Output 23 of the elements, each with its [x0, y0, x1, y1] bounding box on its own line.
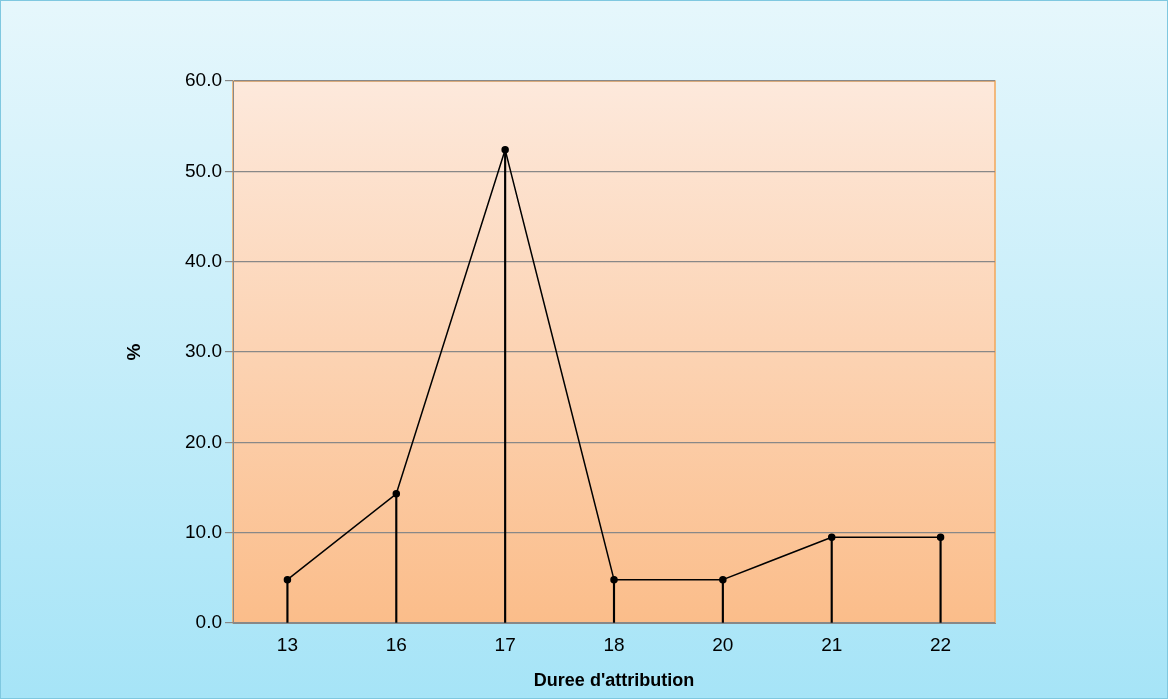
x-tick-label: 17: [494, 633, 516, 655]
x-tick-label: 18: [603, 633, 625, 655]
point: [283, 575, 292, 584]
x-tick-label: 21: [821, 633, 843, 655]
point: [501, 145, 509, 154]
y-axis-title: %: [122, 343, 144, 361]
x-tick-label: 13: [276, 633, 298, 655]
point: [827, 533, 836, 541]
point: [610, 575, 618, 584]
x-tick-label: 20: [712, 633, 734, 655]
y-tick-label: 50.0: [185, 159, 222, 181]
y-tick-label: 30.0: [185, 340, 222, 362]
y-tick-label: 20.0: [185, 430, 222, 452]
y-tick-label: 60.0: [185, 69, 222, 91]
x-tick-label: 16: [385, 633, 407, 655]
point: [936, 533, 945, 541]
y-tick-label: 10.0: [185, 520, 222, 542]
x-tick-label: 22: [930, 633, 952, 655]
point: [392, 490, 401, 498]
y-tick-label: 40.0: [185, 249, 222, 271]
y-tick-label: 0.0: [195, 611, 222, 633]
point: [719, 575, 727, 584]
x-axis-title: Duree d'attribution: [533, 670, 695, 691]
